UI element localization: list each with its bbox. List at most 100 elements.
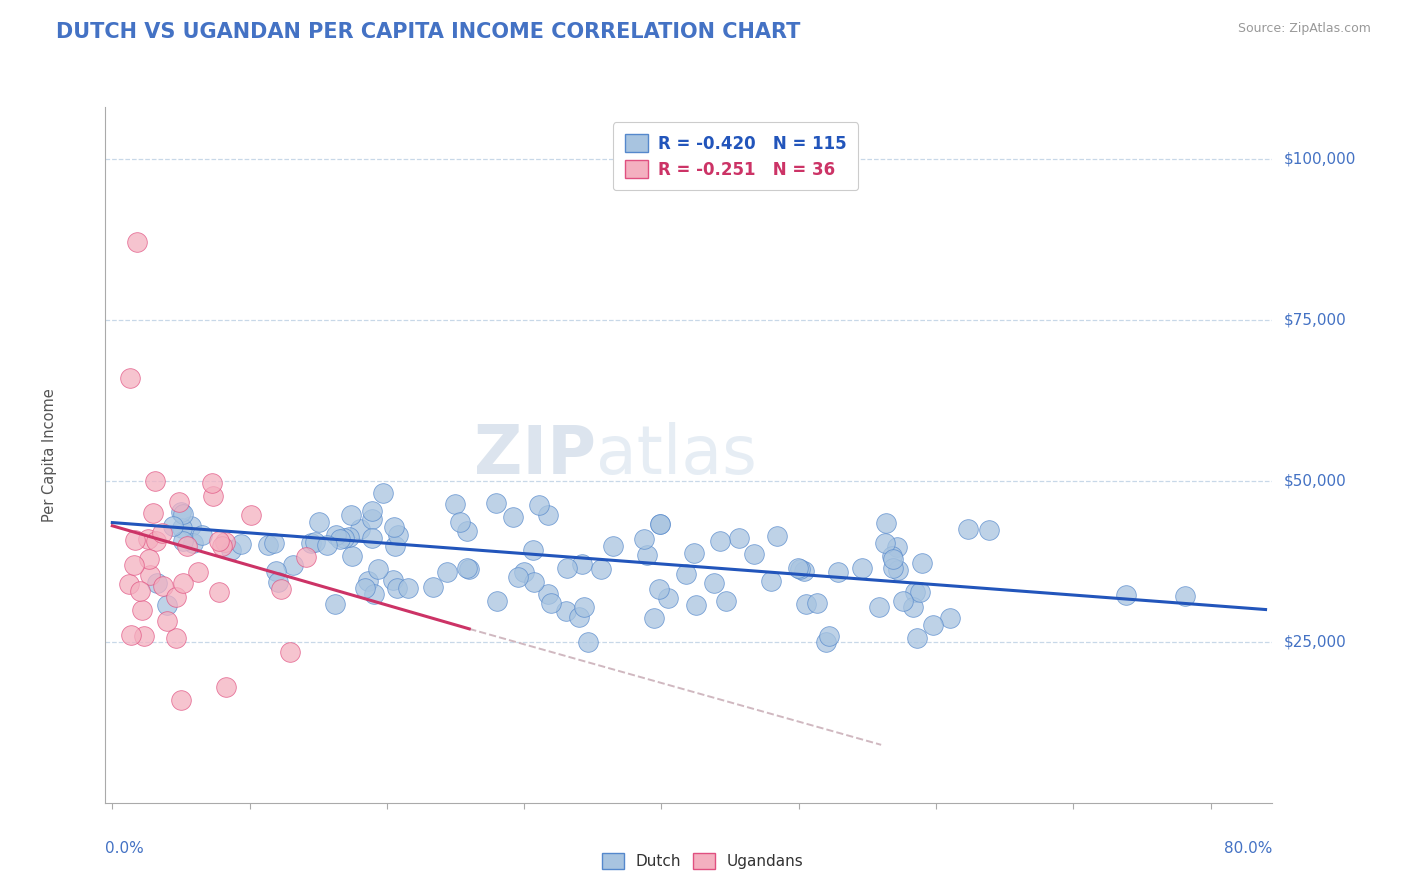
Point xyxy=(349,522,371,536)
Point xyxy=(449,515,471,529)
Point xyxy=(512,565,534,579)
Point xyxy=(122,558,145,573)
Point xyxy=(422,580,444,594)
Point xyxy=(555,604,578,618)
Point xyxy=(382,520,405,534)
Point xyxy=(709,534,731,549)
Point xyxy=(875,536,897,550)
Point xyxy=(360,503,382,517)
Point xyxy=(827,566,849,580)
Point xyxy=(295,549,318,564)
Point xyxy=(868,599,890,614)
Point xyxy=(214,535,236,549)
Point xyxy=(332,531,354,545)
Text: $75,000: $75,000 xyxy=(1284,312,1347,327)
Point xyxy=(571,557,593,571)
Point xyxy=(796,597,818,611)
Point xyxy=(1174,589,1197,603)
Text: $100,000: $100,000 xyxy=(1284,151,1355,166)
Point xyxy=(904,585,927,599)
Point xyxy=(267,574,290,589)
Point xyxy=(742,547,765,561)
Point xyxy=(325,597,347,611)
Point xyxy=(576,634,599,648)
Point xyxy=(208,585,231,599)
Point xyxy=(875,516,897,531)
Point xyxy=(172,521,194,535)
Point xyxy=(485,496,508,510)
Legend: Dutch, Ugandans: Dutch, Ugandans xyxy=(596,847,810,875)
Point xyxy=(181,536,204,550)
Text: 80.0%: 80.0% xyxy=(1225,841,1272,856)
Point xyxy=(340,508,363,522)
Point xyxy=(139,567,162,582)
Point xyxy=(141,506,163,520)
Point xyxy=(124,533,146,547)
Point xyxy=(436,565,458,579)
Point xyxy=(162,519,184,533)
Text: $25,000: $25,000 xyxy=(1284,634,1347,649)
Point xyxy=(165,590,187,604)
Point xyxy=(201,476,224,491)
Point xyxy=(385,582,408,596)
Point xyxy=(371,486,394,500)
Point xyxy=(329,532,352,546)
Point xyxy=(299,536,322,550)
Point xyxy=(191,528,214,542)
Point xyxy=(201,489,224,503)
Point xyxy=(977,523,1000,537)
Point xyxy=(146,575,169,590)
Point xyxy=(786,560,808,574)
Point xyxy=(360,531,382,545)
Point xyxy=(354,581,377,595)
Point xyxy=(215,680,238,694)
Point xyxy=(456,524,478,539)
Point xyxy=(727,531,749,545)
Point xyxy=(922,618,945,632)
Point xyxy=(527,498,550,512)
Text: ZIP: ZIP xyxy=(474,422,596,488)
Point xyxy=(339,530,361,544)
Point xyxy=(221,543,243,558)
Point xyxy=(381,573,404,587)
Point xyxy=(523,575,546,590)
Point xyxy=(176,540,198,554)
Point xyxy=(901,599,924,614)
Text: Source: ZipAtlas.com: Source: ZipAtlas.com xyxy=(1237,22,1371,36)
Point xyxy=(145,533,167,548)
Point xyxy=(506,570,529,584)
Point xyxy=(716,594,738,608)
Point xyxy=(120,370,142,384)
Point xyxy=(458,562,481,576)
Point xyxy=(887,562,910,576)
Point xyxy=(636,548,658,562)
Point xyxy=(650,516,672,531)
Text: 0.0%: 0.0% xyxy=(105,841,145,856)
Point xyxy=(540,596,562,610)
Point xyxy=(817,629,839,643)
Point xyxy=(361,512,384,526)
Point xyxy=(278,645,301,659)
Point xyxy=(165,631,187,645)
Point xyxy=(759,574,782,588)
Point xyxy=(572,599,595,614)
Point xyxy=(675,566,697,581)
Point xyxy=(167,495,190,509)
Point xyxy=(908,584,931,599)
Point xyxy=(911,556,934,570)
Point xyxy=(156,599,179,613)
Point xyxy=(387,528,409,542)
Point xyxy=(522,543,544,558)
Point xyxy=(208,534,231,549)
Point xyxy=(893,594,915,608)
Point xyxy=(172,576,194,591)
Point xyxy=(591,562,613,576)
Point xyxy=(657,591,679,605)
Point xyxy=(150,525,173,540)
Point xyxy=(132,629,155,643)
Point xyxy=(882,561,904,575)
Point xyxy=(270,582,292,597)
Point xyxy=(602,539,624,553)
Point xyxy=(325,527,347,541)
Point xyxy=(1115,589,1137,603)
